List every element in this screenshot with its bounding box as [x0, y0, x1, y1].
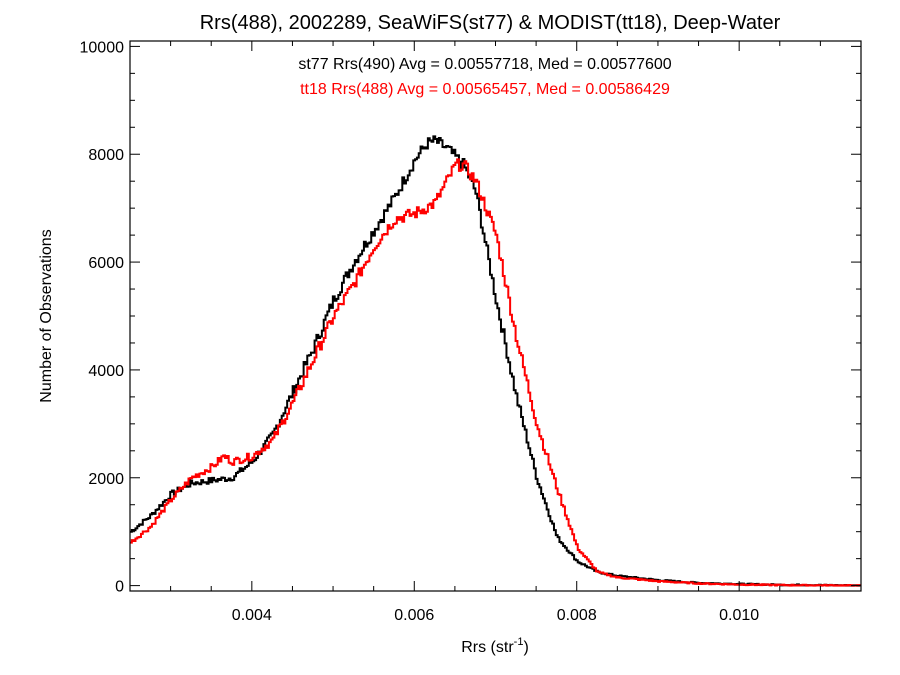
- y-tick-label: 10000: [80, 39, 125, 56]
- series-line-st77: [130, 135, 861, 587]
- x-tick-label: 0.008: [557, 607, 597, 624]
- y-tick-label: 2000: [88, 471, 124, 488]
- chart-title: Rrs(488), 2002289, SeaWiFS(st77) & MODIS…: [200, 12, 781, 34]
- legend-entry: st77 Rrs(490) Avg = 0.00557718, Med = 0.…: [298, 56, 671, 73]
- y-axis: 0 2000 4000 6000 8000 10000: [80, 39, 861, 596]
- x-axis-label-superscript: -1: [514, 636, 524, 648]
- x-axis-label: Rrs (str-1): [461, 636, 529, 656]
- legend: st77 Rrs(490) Avg = 0.00557718, Med = 0.…: [298, 56, 671, 98]
- x-tick-label: 0.010: [719, 607, 759, 624]
- y-tick-label: 4000: [88, 363, 124, 380]
- x-axis: 0.004 0.006 0.008 0.010: [129, 41, 862, 624]
- y-tick-label: 6000: [88, 255, 124, 272]
- x-axis-label-close: ): [523, 639, 528, 656]
- x-tick-label: 0.006: [394, 607, 434, 624]
- y-tick-label: 0: [115, 579, 124, 596]
- y-axis-label: Number of Observations: [38, 229, 55, 402]
- plot-frame: [129, 40, 862, 592]
- legend-entry: tt18 Rrs(488) Avg = 0.00565457, Med = 0.…: [300, 81, 670, 98]
- x-tick-label: 0.004: [232, 607, 272, 624]
- series-layer: [130, 135, 861, 587]
- series-line-tt18: [130, 158, 861, 587]
- y-tick-label: 8000: [88, 147, 124, 164]
